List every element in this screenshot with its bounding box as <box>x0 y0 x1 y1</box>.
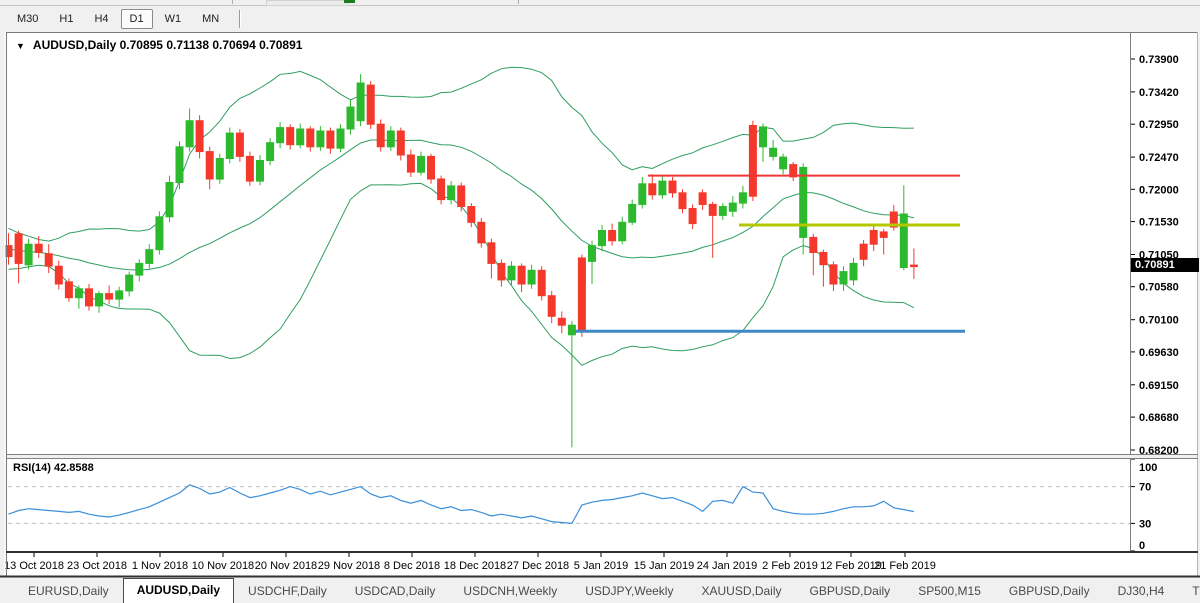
svg-text:24 Jan 2019: 24 Jan 2019 <box>697 560 758 572</box>
toolbar-green-indicator <box>344 0 355 3</box>
svg-text:0.69150: 0.69150 <box>1139 380 1179 392</box>
svg-text:0.73420: 0.73420 <box>1139 87 1179 99</box>
rsi-indicator-label: RSI(14) 42.8588 <box>13 462 94 474</box>
tab-gbpusd-daily[interactable]: GBPUSD,Daily <box>1008 584 1090 598</box>
symbol-tab-bar: EURUSD,Daily AUDUSD,Daily USDCHF,Daily USDC… <box>0 578 1200 603</box>
time-axis: 13 Oct 2018 23 Oct 2018 1 Nov 2018 10 Nov 2… <box>4 553 936 572</box>
tab-tech1[interactable]: TECH1 <box>1192 584 1200 598</box>
svg-text:13 Oct 2018: 13 Oct 2018 <box>4 560 64 572</box>
current-price-tag: 0.70891 <box>1131 258 1199 273</box>
svg-text:0.73900: 0.73900 <box>1139 54 1179 66</box>
svg-text:70: 70 <box>1139 482 1151 494</box>
timeframe-toolbar: M30 H1 H4 D1 W1 MN <box>0 6 1200 32</box>
svg-text:0: 0 <box>1139 540 1145 552</box>
rsi-pane: 100 70 30 0 <box>8 458 1157 552</box>
svg-text:0.68680: 0.68680 <box>1139 412 1179 424</box>
tab-usdcad-daily[interactable]: USDCAD,Daily <box>354 584 436 598</box>
tab-usdcnh-weekly[interactable]: USDCNH,Weekly <box>463 584 558 598</box>
dropdown-arrow-icon[interactable]: ▼ <box>16 41 25 51</box>
toolbar-button-remnant <box>266 0 348 6</box>
tab-eurusd-daily[interactable]: EURUSD,Daily <box>28 584 109 598</box>
symbol-ohlc-text: AUDUSD,Daily 0.70895 0.71138 0.70694 0.7… <box>32 38 303 52</box>
svg-text:18 Dec 2018: 18 Dec 2018 <box>444 560 506 572</box>
svg-text:0.72470: 0.72470 <box>1139 152 1179 164</box>
toolbar-separator <box>232 0 233 4</box>
tab-gbpusd-daily[interactable]: GBPUSD,Daily <box>809 584 891 598</box>
timeframe-button-D1[interactable]: D1 <box>120 9 153 29</box>
timeframe-button-H4[interactable]: H4 <box>94 13 109 25</box>
chart-window-borders <box>0 32 1200 578</box>
chart-symbol-title: ▼ AUDUSD,Daily 0.70895 0.71138 0.70694 0.… <box>16 38 302 52</box>
svg-text:0.72950: 0.72950 <box>1139 119 1179 131</box>
svg-text:8 Dec 2018: 8 Dec 2018 <box>384 560 440 572</box>
svg-text:20 Nov 2018: 20 Nov 2018 <box>255 560 317 572</box>
timeframe-button-W1[interactable]: W1 <box>164 13 182 25</box>
svg-text:12 Feb 2019: 12 Feb 2019 <box>820 560 882 572</box>
svg-text:0.72000: 0.72000 <box>1139 184 1179 196</box>
svg-text:23 Oct 2018: 23 Oct 2018 <box>67 560 127 572</box>
svg-text:1 Nov 2018: 1 Nov 2018 <box>132 560 188 572</box>
svg-text:0.70100: 0.70100 <box>1139 315 1179 327</box>
svg-text:0.69630: 0.69630 <box>1139 347 1179 359</box>
svg-text:5 Jan 2019: 5 Jan 2019 <box>574 560 628 572</box>
timeframe-button-MN[interactable]: MN <box>202 13 220 25</box>
pane-backgrounds <box>6 32 1198 577</box>
svg-text:10 Nov 2018: 10 Nov 2018 <box>192 560 254 572</box>
toolbar-separator <box>239 10 242 28</box>
svg-text:2 Feb 2019: 2 Feb 2019 <box>762 560 818 572</box>
toolbar-separator <box>518 0 519 4</box>
candles <box>4 74 918 448</box>
cutoff-toolbar-strip <box>0 0 1200 6</box>
tab-usdjpy-weekly[interactable]: USDJPY,Weekly <box>585 584 674 598</box>
pane-splitter <box>7 455 1197 459</box>
svg-text:30: 30 <box>1139 518 1151 530</box>
timeframe-button-H1[interactable]: H1 <box>59 13 74 25</box>
bollinger-middle-band <box>8 139 915 271</box>
price-chart-canvas[interactable]: 0.73900 0.73420 0.72950 0.72470 0.72000 0.715… <box>0 0 1200 578</box>
svg-text:21 Feb 2019: 21 Feb 2019 <box>874 560 936 572</box>
tab-sp500-m15[interactable]: SP500,M15 <box>918 584 981 598</box>
tab-usdchf-daily[interactable]: USDCHF,Daily <box>248 584 327 598</box>
svg-text:100: 100 <box>1139 462 1157 474</box>
tab-xauusd-daily[interactable]: XAUUSD,Daily <box>701 584 782 598</box>
svg-text:29 Nov 2018: 29 Nov 2018 <box>318 560 380 572</box>
svg-text:27 Dec 2018: 27 Dec 2018 <box>507 560 569 572</box>
timeframe-button-M30[interactable]: M30 <box>17 13 39 25</box>
svg-text:0.70580: 0.70580 <box>1139 282 1179 294</box>
price-axis: 0.73900 0.73420 0.72950 0.72470 0.72000 0.715… <box>1131 54 1179 457</box>
svg-text:15 Jan 2019: 15 Jan 2019 <box>634 560 695 572</box>
tab-dj30-h4[interactable]: DJ30,H4 <box>1117 584 1165 598</box>
horizontal-lines[interactable] <box>575 174 965 333</box>
tab-audusd-daily[interactable]: AUDUSD,Daily <box>122 578 235 603</box>
rsi-line <box>8 484 915 525</box>
svg-text:0.71530: 0.71530 <box>1139 217 1179 229</box>
